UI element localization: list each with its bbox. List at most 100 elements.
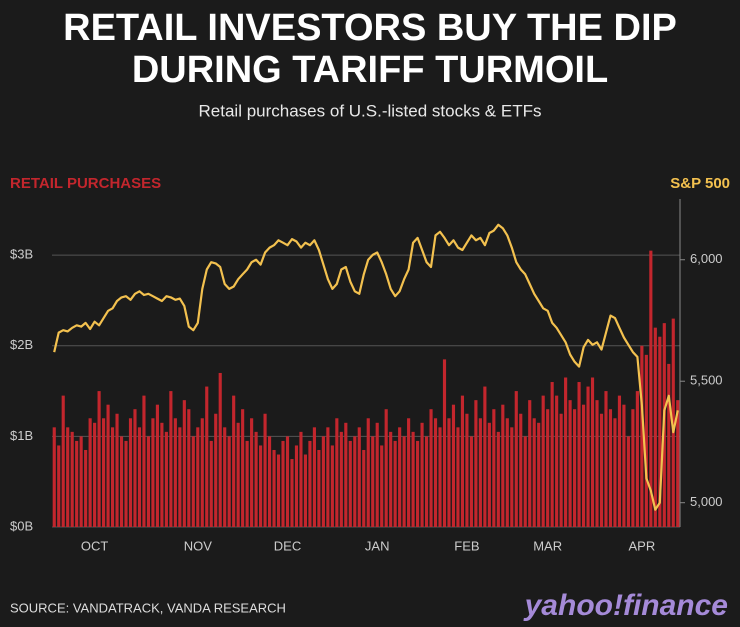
x-tick-label: OCT	[81, 538, 109, 553]
bar	[88, 418, 92, 527]
bar	[505, 418, 509, 527]
bar	[335, 418, 339, 527]
bar	[137, 427, 142, 527]
bar	[106, 404, 110, 527]
bar	[559, 413, 563, 527]
bar	[447, 418, 451, 527]
bar	[66, 427, 70, 527]
y2-tick-label: 5,500	[690, 373, 723, 388]
bar	[173, 418, 177, 527]
bar	[308, 440, 312, 527]
bar	[456, 427, 460, 527]
bar	[541, 395, 545, 527]
bar	[339, 431, 343, 527]
bar	[223, 427, 227, 527]
bar	[519, 413, 523, 527]
bar	[613, 418, 617, 527]
bar	[617, 395, 622, 527]
bar	[586, 386, 590, 527]
bar	[474, 400, 478, 527]
bar	[442, 359, 447, 527]
bar	[595, 400, 599, 527]
bar	[528, 400, 532, 527]
bar	[380, 445, 384, 527]
bar	[478, 418, 482, 527]
chart-title: RETAIL INVESTORS BUY THE DIP	[63, 7, 677, 49]
bar	[523, 436, 527, 527]
bar	[326, 427, 330, 527]
bar	[564, 377, 568, 527]
line	[53, 223, 679, 511]
bar	[537, 422, 541, 527]
bar	[667, 363, 671, 527]
bar	[218, 372, 222, 527]
bar	[429, 409, 433, 527]
bar	[555, 395, 559, 527]
bar	[366, 418, 370, 527]
bar	[402, 436, 406, 527]
bar	[75, 440, 79, 527]
bar	[451, 404, 456, 527]
bar	[608, 409, 613, 527]
bar	[317, 449, 321, 527]
bar	[214, 413, 218, 527]
bar	[209, 440, 213, 527]
bar	[375, 422, 379, 527]
bar	[532, 418, 536, 527]
bar	[407, 418, 411, 527]
bar	[599, 413, 604, 527]
bar	[119, 436, 124, 527]
bar	[398, 427, 402, 527]
bar	[465, 413, 469, 527]
bar	[510, 427, 514, 527]
bar	[160, 422, 164, 527]
bar	[84, 449, 88, 527]
x-tick-label: JAN	[365, 538, 390, 553]
bar	[514, 391, 518, 527]
x-tick-label: APR	[629, 538, 656, 553]
bar	[294, 445, 299, 527]
bar	[303, 454, 308, 527]
bar	[299, 431, 303, 527]
bar	[573, 409, 577, 527]
bar	[205, 386, 209, 527]
bar	[644, 354, 648, 527]
bar	[626, 436, 630, 527]
subtitle: Retail purchases of U.S.-listed stocks &…	[199, 101, 542, 120]
bar	[276, 454, 281, 527]
logo: yahoo!finance	[523, 589, 728, 622]
bar	[640, 345, 644, 527]
bar	[653, 327, 657, 527]
bar	[115, 413, 119, 527]
bar	[254, 431, 258, 527]
bar	[110, 427, 115, 527]
bar	[492, 409, 496, 527]
x-tick-label: FEB	[454, 538, 479, 553]
y2-axis-label: S&P 500	[670, 175, 730, 192]
y-tick-label: $3B	[10, 247, 33, 262]
bar	[590, 377, 595, 527]
bar	[546, 409, 550, 527]
bar	[61, 395, 65, 527]
bar	[97, 391, 101, 527]
bar	[245, 440, 249, 527]
bar	[281, 440, 285, 527]
bar	[330, 445, 334, 527]
bar	[581, 404, 586, 527]
bar	[312, 427, 316, 527]
bar	[424, 436, 429, 527]
y2-tick-label: 5,000	[690, 494, 723, 509]
bar	[362, 449, 366, 527]
bar	[469, 436, 473, 527]
bar	[263, 413, 267, 527]
bar	[187, 409, 191, 527]
bar	[604, 391, 608, 527]
y2-tick-label: 6,000	[690, 251, 723, 266]
bar	[164, 431, 168, 527]
bar	[353, 436, 357, 527]
bar	[57, 445, 61, 527]
bar	[568, 400, 572, 527]
